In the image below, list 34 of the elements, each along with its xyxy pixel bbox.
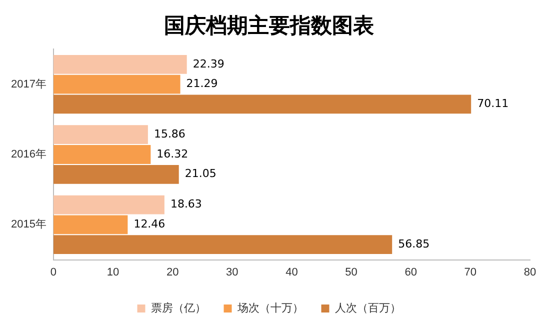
y-tick-label: 2015年 — [10, 218, 46, 231]
x-tick-label: 40 — [286, 266, 298, 278]
x-tick-label: 80 — [524, 266, 536, 278]
bar — [53, 54, 187, 74]
legend-label: 场次（十万） — [236, 302, 304, 315]
data-label: 16.32 — [156, 147, 188, 160]
data-label: 12.46 — [134, 218, 166, 231]
data-label: 70.11 — [477, 97, 509, 110]
x-tick-label: 50 — [345, 266, 358, 278]
bar — [53, 94, 472, 114]
bar — [53, 74, 180, 94]
x-tick-label: 70 — [464, 266, 477, 278]
data-label: 22.39 — [192, 57, 224, 70]
data-label: 18.63 — [170, 198, 202, 211]
y-tick-label: 2016年 — [10, 148, 46, 161]
legend-label: 人次（百万） — [334, 302, 401, 315]
x-tick-label: 0 — [50, 266, 57, 278]
bar — [53, 125, 148, 144]
data-label: 21.29 — [186, 77, 218, 90]
x-tick-label: 10 — [106, 266, 120, 278]
data-label: 21.05 — [184, 167, 216, 180]
legend-label: 票房（亿） — [150, 302, 206, 315]
chart-title: 国庆档期主要指数图表 — [164, 13, 374, 38]
bar — [53, 235, 392, 254]
x-tick-label: 30 — [226, 266, 238, 278]
data-label: 56.85 — [398, 237, 430, 250]
bar — [53, 164, 179, 184]
y-tick-label: 2017年 — [10, 78, 46, 90]
x-tick-label: 20 — [166, 266, 179, 278]
bar — [53, 215, 128, 234]
data-label: 15.86 — [154, 127, 186, 140]
x-tick-label: 60 — [404, 266, 417, 278]
bar — [53, 145, 151, 164]
bar — [53, 195, 164, 214]
